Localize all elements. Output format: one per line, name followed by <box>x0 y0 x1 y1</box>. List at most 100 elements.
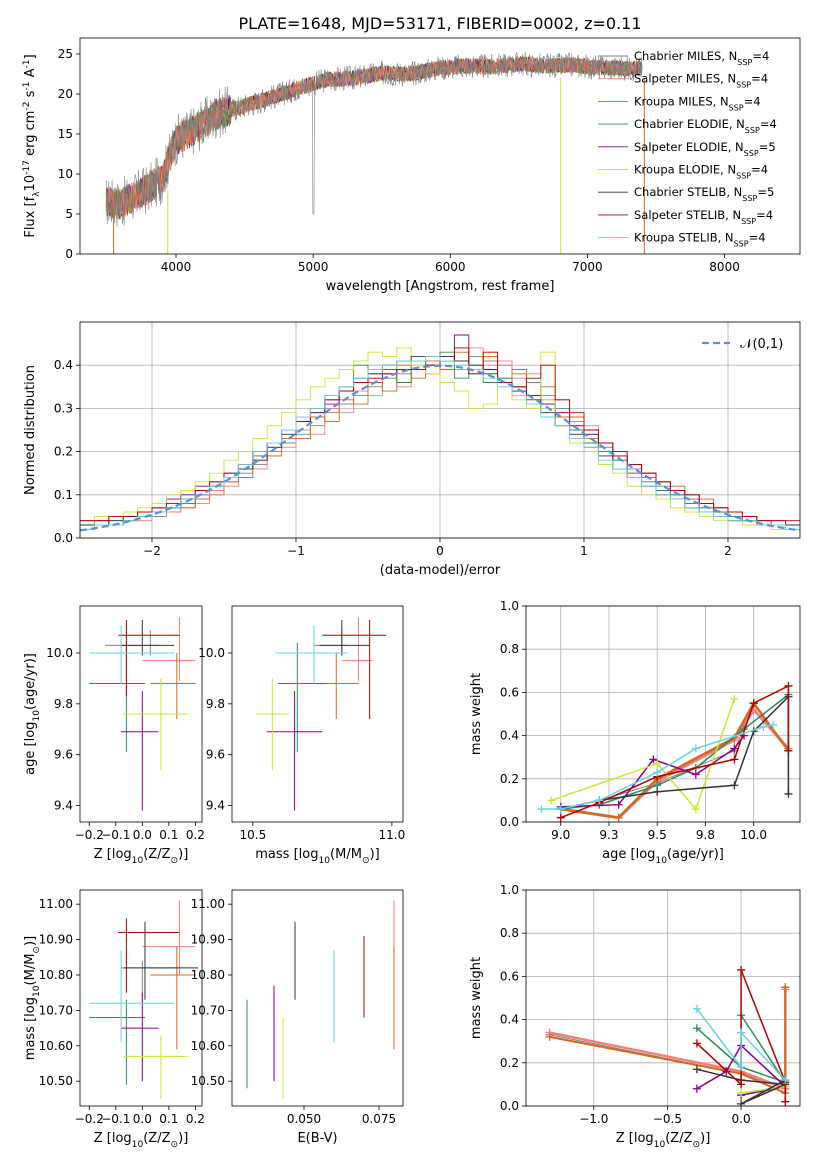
weight-marker <box>653 787 662 796</box>
histogram-step <box>80 347 800 530</box>
y-tick-label: 10.60 <box>39 1039 73 1053</box>
label-text: Salpeter MILES, N <box>634 72 736 86</box>
x-tick-label: 9.0 <box>551 828 570 842</box>
x-tick-label: 6000 <box>435 260 466 274</box>
label-subscript: 10 <box>132 1140 144 1150</box>
weight-marker <box>556 813 565 822</box>
label-text: Chabrier ELODIE, N <box>634 117 745 131</box>
label-subscript: SSP <box>745 126 760 135</box>
data-layer <box>246 900 395 1099</box>
spectrum-panel: 4000 5000 6000 7000 8000 0 5 10 15 20 25 wavelength… <box>22 37 801 294</box>
label-text: erg cm <box>23 111 38 160</box>
age-vs-metallicity-panel: −0.2−0.10.0 0.1 0.2 9.4 9.6 9.8 10.0 Z [log10​(… <box>23 605 205 866</box>
label-text: (M/M <box>23 954 38 986</box>
weight-marker <box>614 800 623 809</box>
label-text: (M/M <box>330 847 362 862</box>
label-text: Salpeter STELIB, N <box>634 208 741 222</box>
y-tick-label: 10.80 <box>39 968 73 982</box>
label-text: Flux [f <box>23 196 38 237</box>
label-text: Z [log <box>94 847 132 862</box>
data-layer <box>80 334 800 532</box>
y-tick-label: 0.4 <box>500 1013 519 1027</box>
weight-marker <box>653 759 662 768</box>
y-tick-label: 10 <box>58 167 73 181</box>
y-tick-label: 9.4 <box>54 798 73 812</box>
axes-frame <box>79 605 203 823</box>
y-axis-label: mass [log10​(M/M⊙​)] <box>23 936 42 1060</box>
label-text: =4 <box>751 163 768 177</box>
label-subscript: ⊙ <box>362 856 370 866</box>
label-text: )] <box>23 936 38 946</box>
label-text: (Z/Z <box>665 1131 692 1146</box>
label-subscript: ⊙ <box>32 946 42 954</box>
x-tick-label: 0.0 <box>133 1112 152 1126</box>
y-tick-label: 1.0 <box>500 599 519 613</box>
label-superscript: -2 <box>22 102 32 111</box>
weight-marker <box>595 796 604 805</box>
y-tick-label: 15 <box>58 127 73 141</box>
label-text: Salpeter ELODIE, N <box>634 140 744 154</box>
weight-marker <box>737 1089 746 1098</box>
x-tick-label: 0.2 <box>186 828 205 842</box>
x-tick-label: 2 <box>724 544 732 558</box>
weight-marker <box>691 805 700 814</box>
data-layer <box>105 51 645 254</box>
label-text: (age/yr)] <box>23 653 38 710</box>
x-axis-label: (data-model)/error <box>380 563 501 578</box>
label-text: =4 <box>752 49 769 63</box>
weight-marker <box>692 1024 701 1033</box>
label-text: Kroupa ELODIE, N <box>634 163 736 177</box>
weight-line <box>560 700 790 820</box>
x-axis-label: Z [log10​(Z/Z⊙​)] <box>616 1131 711 1150</box>
label-text: ] <box>23 54 38 59</box>
x-tick-label: 9.5 <box>648 828 667 842</box>
weight-marker <box>730 694 739 703</box>
legend-label: Chabrier STELIB, NSSP​=5 <box>634 185 774 203</box>
weight-marker <box>737 1028 746 1037</box>
y-tick-label: 0.3 <box>54 401 73 415</box>
axes-frame <box>525 605 801 823</box>
weight-marker <box>784 681 793 690</box>
y-tick-label: 10.50 <box>39 1074 73 1088</box>
y-tick-label: 0.2 <box>500 772 519 786</box>
y-tick-label: 9.8 <box>54 697 73 711</box>
x-tick-label: 9.3 <box>599 828 618 842</box>
weight-vs-age-panel: 9.0 9.3 9.5 9.8 10.0 0.0 0.2 0.4 0.6 0.8 1.0 age [l… <box>469 599 801 866</box>
normal-curve <box>80 364 800 532</box>
label-subscript: SSP <box>736 80 751 89</box>
label-text: )] <box>178 847 188 862</box>
weight-marker <box>737 1063 746 1072</box>
weight-marker <box>781 1076 790 1085</box>
x-tick-label: −2 <box>143 544 161 558</box>
x-tick-label: 1 <box>580 544 588 558</box>
label-text: =4 <box>751 72 768 86</box>
x-tick-label: −1 <box>287 544 305 558</box>
y-axis-label: mass weight <box>469 673 484 755</box>
x-tick-label: 0.050 <box>287 1112 321 1126</box>
x-tick-label: 10.5 <box>239 828 266 842</box>
legend-label: Salpeter ELODIE, NSSP​=5 <box>634 140 776 158</box>
weight-marker <box>614 813 623 822</box>
label-text: mass weight <box>469 957 484 1039</box>
label-text: wavelength [Angstrom, rest frame] <box>326 279 555 294</box>
weight-line <box>549 987 787 1095</box>
weight-marker <box>759 722 768 731</box>
label-text: )] <box>370 847 380 862</box>
age-vs-mass-panel: 10.5 11.0 9.4 9.6 9.8 10.0 mass [log10​(M/M⊙​)… <box>198 605 405 866</box>
y-tick-label: 10.80 <box>191 968 225 982</box>
weight-line <box>550 698 736 811</box>
x-axis-label: wavelength [Angstrom, rest frame] <box>326 279 555 294</box>
x-tick-label: 4000 <box>161 260 192 274</box>
label-text: mass weight <box>469 673 484 755</box>
y-tick-label: 11.00 <box>191 897 225 911</box>
x-tick-label: 0.075 <box>362 1112 396 1126</box>
weight-line <box>696 1014 788 1084</box>
data-layer <box>255 617 387 811</box>
y-tick-label: 10.60 <box>191 1039 225 1053</box>
label-subscript: SSP <box>744 148 759 157</box>
histogram-step <box>80 356 800 530</box>
label-text: Normed distribution <box>23 365 38 495</box>
label-subscript: SSP <box>736 171 751 180</box>
y-tick-label: 0.4 <box>500 729 519 743</box>
